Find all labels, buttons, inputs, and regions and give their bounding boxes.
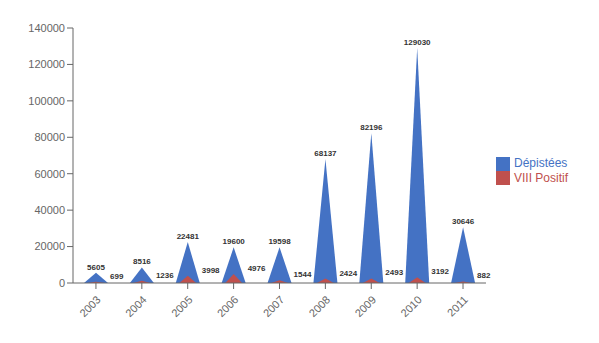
svg-text:30646: 30646 — [452, 217, 475, 226]
svg-text:140000: 140000 — [28, 22, 65, 34]
svg-text:1544: 1544 — [294, 270, 312, 279]
svg-text:882: 882 — [477, 271, 491, 280]
svg-text:60000: 60000 — [34, 168, 65, 180]
svg-text:82196: 82196 — [360, 123, 383, 132]
svg-text:5605: 5605 — [87, 263, 105, 272]
svg-text:80000: 80000 — [34, 131, 65, 143]
svg-text:2008: 2008 — [307, 293, 333, 319]
svg-text:2005: 2005 — [169, 293, 195, 319]
svg-text:2007: 2007 — [261, 293, 287, 319]
svg-text:19600: 19600 — [223, 237, 246, 246]
svg-text:4976: 4976 — [248, 264, 266, 273]
svg-text:2010: 2010 — [398, 293, 424, 319]
svg-text:2006: 2006 — [215, 293, 241, 319]
svg-text:3192: 3192 — [431, 267, 449, 276]
svg-text:8516: 8516 — [133, 257, 151, 266]
html-text:Dépistées: Dépistées — [514, 155, 568, 170]
svg-text:20000: 20000 — [34, 240, 65, 252]
svg-text:2493: 2493 — [385, 268, 403, 277]
svg-text:2424: 2424 — [339, 269, 357, 278]
svg-text:19598: 19598 — [268, 237, 291, 246]
svg-text:1236: 1236 — [156, 271, 174, 280]
svg-text:2003: 2003 — [77, 293, 103, 319]
svg-text:40000: 40000 — [34, 204, 65, 216]
svg-text:2004: 2004 — [123, 293, 149, 319]
svg-text:68137: 68137 — [314, 149, 337, 158]
svg-text:120000: 120000 — [28, 58, 65, 70]
svg-text:3998: 3998 — [202, 266, 220, 275]
svg-text:22481: 22481 — [177, 232, 200, 241]
svg-text:2011: 2011 — [445, 293, 470, 318]
svg-text:100000: 100000 — [28, 95, 65, 107]
html-text:VIII Positif: VIII Positif — [514, 170, 568, 185]
svg-text:699: 699 — [110, 272, 124, 281]
svg-text:0: 0 — [59, 277, 65, 289]
svg-text:129030: 129030 — [404, 38, 431, 47]
svg-text:2009: 2009 — [352, 293, 378, 319]
